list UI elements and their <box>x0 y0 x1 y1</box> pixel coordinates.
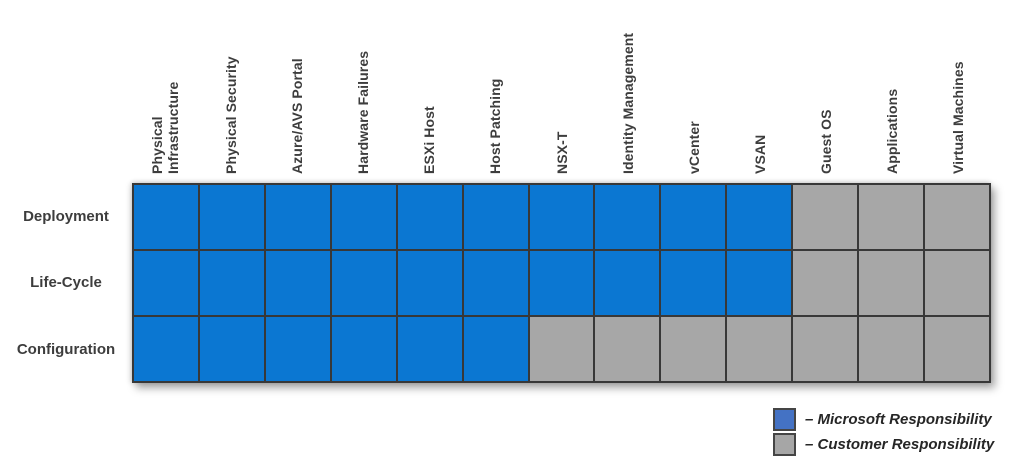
column-header-guest-os: Guest OS <box>817 109 834 174</box>
matrix-cell-1-7 <box>595 251 660 315</box>
matrix-cell-1-5 <box>463 251 528 315</box>
matrix-cell-0-5 <box>463 185 528 249</box>
matrix-cell-2-12 <box>925 317 989 381</box>
column-header-physical-infrastructure: Physical Infrastructure <box>149 81 182 174</box>
matrix-cell-1-1 <box>199 251 264 315</box>
matrix-cell-1-2 <box>265 251 330 315</box>
matrix-cell-2-1 <box>199 317 264 381</box>
column-header-physical-security: Physical Security <box>223 56 240 174</box>
matrix-cell-2-10 <box>793 317 858 381</box>
column-header-esxi-host: ESXi Host <box>421 106 438 174</box>
matrix-cell-2-6 <box>529 317 594 381</box>
legend-label-microsoft: – Microsoft Responsibility <box>805 411 992 428</box>
matrix-cell-1-4 <box>397 251 462 315</box>
matrix-cell-1-12 <box>925 251 989 315</box>
matrix-cell-2-3 <box>331 317 396 381</box>
column-header-vsan: VSAN <box>751 134 768 174</box>
matrix-cell-0-9 <box>727 185 792 249</box>
matrix-cell-1-8 <box>661 251 726 315</box>
matrix-cell-2-5 <box>463 317 528 381</box>
matrix-cell-0-12 <box>925 185 989 249</box>
matrix-cell-2-7 <box>595 317 660 381</box>
matrix-cell-0-1 <box>199 185 264 249</box>
matrix-cell-1-3 <box>331 251 396 315</box>
matrix-cell-2-11 <box>859 317 924 381</box>
matrix-cell-0-11 <box>859 185 924 249</box>
matrix-grid <box>132 183 991 383</box>
column-header-identity-management: Identity Management <box>619 32 636 174</box>
matrix-cell-0-4 <box>397 185 462 249</box>
matrix-cell-0-6 <box>529 185 594 249</box>
column-header-host-patching: Host Patching <box>487 78 504 174</box>
matrix-cell-2-8 <box>661 317 726 381</box>
matrix-cell-1-0 <box>134 251 198 315</box>
matrix-cell-0-8 <box>661 185 726 249</box>
microsoft-swatch-icon <box>773 408 796 431</box>
column-header-nsx-t: NSX-T <box>553 131 570 175</box>
column-header-vcenter: vCenter <box>685 121 702 174</box>
row-label-configuration: Configuration <box>16 341 116 358</box>
column-header-hardware-failures: Hardware Failures <box>355 50 372 174</box>
matrix-cell-0-3 <box>331 185 396 249</box>
legend-item-microsoft: – Microsoft Responsibility <box>773 407 994 432</box>
matrix-cell-1-9 <box>727 251 792 315</box>
row-label-deployment: Deployment <box>23 208 109 225</box>
column-header-applications: Applications <box>883 88 900 174</box>
column-header-azure-avs-portal: Azure/AVS Portal <box>289 58 306 174</box>
matrix-cell-2-9 <box>727 317 792 381</box>
matrix-cell-1-11 <box>859 251 924 315</box>
matrix-cell-2-2 <box>265 317 330 381</box>
matrix-cell-0-7 <box>595 185 660 249</box>
matrix-cell-0-2 <box>265 185 330 249</box>
matrix-cell-1-6 <box>529 251 594 315</box>
legend: – Microsoft Responsibility – Customer Re… <box>773 407 994 457</box>
matrix-cell-0-0 <box>134 185 198 249</box>
legend-item-customer: – Customer Responsibility <box>773 432 994 457</box>
matrix-cell-2-0 <box>134 317 198 381</box>
legend-label-customer: – Customer Responsibility <box>805 436 995 453</box>
row-label-life-cycle: Life-Cycle <box>30 274 102 291</box>
matrix-cell-1-10 <box>793 251 858 315</box>
customer-swatch-icon <box>773 433 796 456</box>
matrix-cell-2-4 <box>397 317 462 381</box>
matrix-cell-0-10 <box>793 185 858 249</box>
column-header-virtual-machines: Virtual Machines <box>949 61 966 174</box>
